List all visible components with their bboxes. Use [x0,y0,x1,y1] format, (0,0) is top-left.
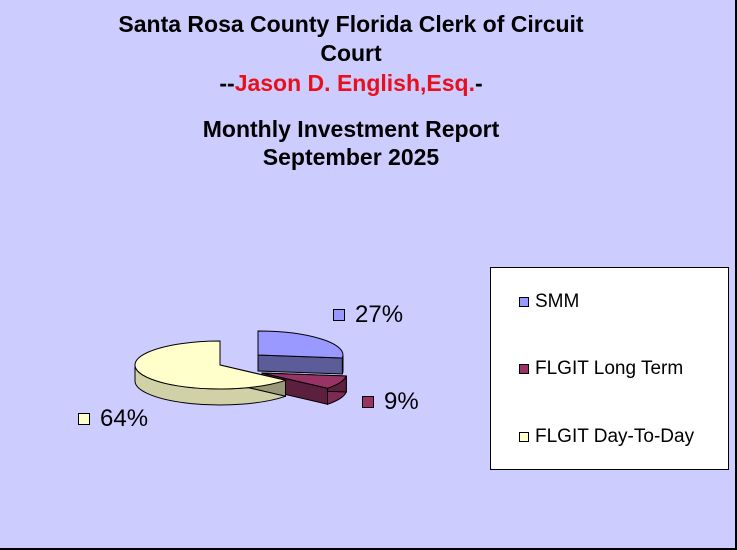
pie-slice-flgit-long-term [261,372,348,389]
chart-legend: SMM FLGIT Long Term FLGIT Day-To-Day [490,267,729,470]
name-suffix: - [474,70,483,96]
report-title: Monthly Investment Report [202,116,500,142]
clerk-name: Jason D. English,Esq. [234,70,475,96]
legend-item-flgit-long-term: FLGIT Long Term [519,358,683,380]
chart-title-block: Santa Rosa County Florida Clerk of Circu… [60,10,642,171]
name-prefix: -- [219,70,235,96]
slice-label-flgit-long-term: 9% [362,388,419,416]
slice-label-text-flgit-day-to-day: 64% [100,405,149,432]
title-line-2: Court [320,40,382,66]
legend-swatch-smm [519,297,529,307]
pie-slice-group-flgit-long-term [261,372,348,405]
slice-label-swatch-flgit-day-to-day [78,413,90,425]
slice-label-smm: 27% [333,301,403,329]
legend-label-flgit-day-to-day: FLGIT Day-To-Day [535,426,695,447]
legend-item-smm: SMM [519,291,579,313]
clerk-name-line: --Jason D. English,Esq.- [60,68,642,98]
pie-slice-smm [257,330,344,359]
slice-label-text-flgit-long-term: 9% [384,388,419,415]
report-period: September 2025 [262,144,440,170]
legend-label-flgit-long-term: FLGIT Long Term [535,358,684,379]
pie-slice-group-smm [257,330,344,375]
slice-label-flgit-day-to-day: 64% [78,405,148,433]
title-line-1: Santa Rosa County Florida Clerk of Circu… [118,11,584,37]
slice-label-swatch-flgit-long-term [362,396,374,408]
slice-label-text-smm: 27% [355,301,404,328]
legend-item-flgit-day-to-day: FLGIT Day-To-Day [519,426,694,448]
slice-label-swatch-smm [333,309,345,321]
legend-swatch-flgit-day-to-day [519,432,529,442]
pie-slice-group-flgit-day-to-day [134,340,288,406]
legend-label-smm: SMM [535,291,580,312]
pie-slice-flgit-day-to-day [134,340,288,390]
legend-swatch-flgit-long-term [519,364,529,374]
